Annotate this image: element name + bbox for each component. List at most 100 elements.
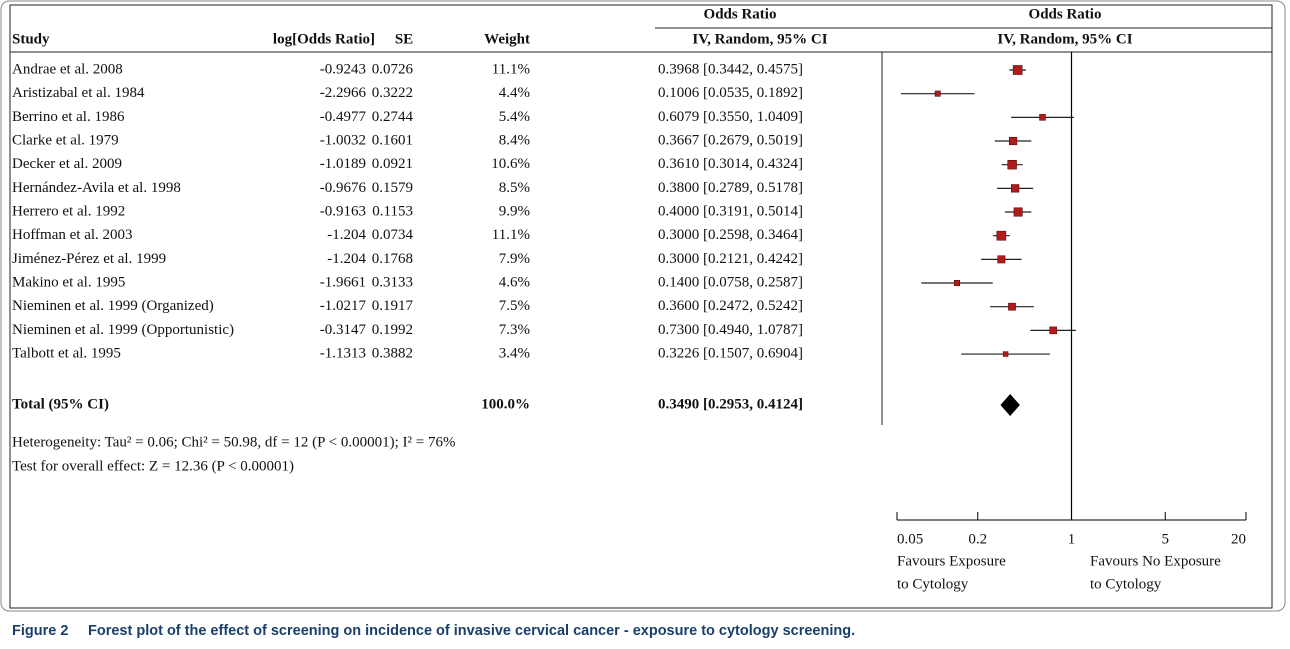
weight: 10.6%: [491, 156, 530, 172]
log-or: -0.3147: [320, 322, 367, 338]
estimate: [997, 255, 1006, 264]
se: 0.3133: [372, 274, 413, 290]
log-or: -1.1313: [320, 345, 366, 361]
log-or: -1.204: [327, 227, 366, 243]
ci-text: 0.3000 [0.2121, 0.4242]: [658, 251, 803, 267]
weight: 11.1%: [492, 227, 530, 243]
ci-text: 0.1400 [0.0758, 0.2587]: [658, 274, 803, 290]
plot-subtitle: IV, Random, 95% CI: [997, 31, 1132, 47]
estimate: [1002, 351, 1009, 357]
log-or: -0.9163: [320, 203, 366, 219]
column-header: Study: [12, 31, 50, 47]
column-header: IV, Random, 95% CI: [692, 31, 827, 47]
study: Berrino et al. 1986: [12, 109, 125, 125]
se: 0.1153: [372, 203, 413, 219]
weight: 11.1%: [492, 61, 530, 77]
x-tick-label: 20: [1231, 531, 1246, 547]
x-tick-label: 1: [1068, 531, 1076, 547]
study: Decker et al. 2009: [12, 156, 122, 172]
ci-text: 0.3226 [0.1507, 0.6904]: [658, 345, 803, 361]
weight: 4.4%: [499, 85, 530, 101]
log-or: -2.2966: [320, 85, 367, 101]
favours-right: to Cytology: [1090, 576, 1162, 592]
column-group: Odds Ratio: [704, 6, 777, 22]
total-weight: 100.0%: [481, 396, 530, 412]
weight: 7.3%: [499, 322, 530, 338]
caption-label: Figure 2: [12, 623, 68, 639]
log-or: -0.4977: [320, 109, 367, 125]
estimate: [1008, 302, 1016, 311]
se: 0.1601: [372, 132, 413, 148]
estimate: [1007, 160, 1017, 170]
study: Aristizabal et al. 1984: [12, 85, 145, 101]
ci-text: 0.3610 [0.3014, 0.4324]: [658, 156, 803, 172]
se: 0.2744: [372, 109, 414, 125]
study: Hoffman et al. 2003: [12, 227, 133, 243]
log-or: -1.9661: [320, 274, 366, 290]
weight: 3.4%: [499, 345, 530, 361]
ci-text: 0.3667 [0.2679, 0.5019]: [658, 132, 803, 148]
ci-text: 0.3600 [0.2472, 0.5242]: [658, 298, 803, 314]
study: Andrae et al. 2008: [12, 61, 123, 77]
heterogeneity: Heterogeneity: Tau² = 0.06; Chi² = 50.98…: [12, 434, 455, 450]
ci-text: 0.6079 [0.3550, 1.0409]: [658, 109, 803, 125]
ci-text: 0.4000 [0.3191, 0.5014]: [658, 203, 803, 219]
study: Talbott et al. 1995: [12, 345, 121, 361]
weight: 4.6%: [499, 274, 530, 290]
log-or: -0.9676: [320, 180, 367, 196]
log-or: -1.0217: [320, 298, 367, 314]
study: Clarke et al. 1979: [12, 132, 119, 148]
se: 0.0726: [372, 61, 414, 77]
x-tick-label: 5: [1161, 531, 1169, 547]
estimate: [1013, 207, 1023, 217]
column-header: Weight: [484, 31, 530, 47]
log-or: -0.9243: [320, 61, 366, 77]
se: 0.1992: [372, 322, 413, 338]
estimate: [1039, 114, 1046, 121]
ci-text: 0.1006 [0.0535, 0.1892]: [658, 85, 803, 101]
ci-text: 0.3000 [0.2598, 0.3464]: [658, 227, 803, 243]
study: Nieminen et al. 1999 (Organized): [12, 298, 214, 314]
weight: 7.5%: [499, 298, 530, 314]
frame: [0, 0, 1286, 612]
estimate: [1012, 65, 1023, 75]
ci-text: 0.3800 [0.2789, 0.5178]: [658, 180, 803, 196]
ci-text: 0.7300 [0.4940, 1.0787]: [658, 322, 803, 338]
se: 0.1579: [372, 180, 413, 196]
se: 0.1768: [372, 251, 413, 267]
plot-frame: [9, 4, 1273, 609]
ci-text: 0.3968 [0.3442, 0.4575]: [658, 61, 803, 77]
estimate: [1049, 326, 1057, 335]
weight: 8.5%: [499, 180, 530, 196]
total-diamond: [1000, 394, 1020, 416]
x-tick-label: 0.2: [968, 531, 987, 547]
weight: 8.4%: [499, 132, 530, 148]
study: Herrero et al. 1992: [12, 203, 125, 219]
x-tick-label: 0.05: [897, 531, 923, 547]
log-or: -1.204: [327, 251, 366, 267]
favours-left: to Cytology: [897, 576, 969, 592]
study: Nieminen et al. 1999 (Opportunistic): [12, 322, 234, 338]
study: Makino et al. 1995: [12, 274, 125, 290]
estimate: [1011, 184, 1020, 193]
favours-left: Favours Exposure: [897, 553, 1006, 569]
estimate: [953, 280, 960, 287]
weight: 7.9%: [499, 251, 530, 267]
overall-effect: Test for overall effect: Z = 12.36 (P < …: [12, 458, 294, 474]
se: 0.3222: [372, 85, 413, 101]
plot-title: Odds Ratio: [1029, 6, 1102, 22]
log-or: -1.0189: [320, 156, 366, 172]
total-label: Total (95% CI): [12, 396, 109, 412]
estimate: [996, 230, 1007, 241]
se: 0.3882: [372, 345, 413, 361]
study: Hernández-Avila et al. 1998: [12, 180, 181, 196]
log-or: -1.0032: [320, 132, 366, 148]
study: Jiménez-Pérez et al. 1999: [12, 251, 166, 267]
total-ci: 0.3490 [0.2953, 0.4124]: [658, 396, 803, 412]
estimate: [934, 90, 941, 97]
estimate: [1009, 136, 1018, 146]
favours-right: Favours No Exposure: [1090, 553, 1221, 569]
caption: Forest plot of the effect of screening o…: [88, 623, 855, 639]
se: 0.0734: [372, 227, 414, 243]
